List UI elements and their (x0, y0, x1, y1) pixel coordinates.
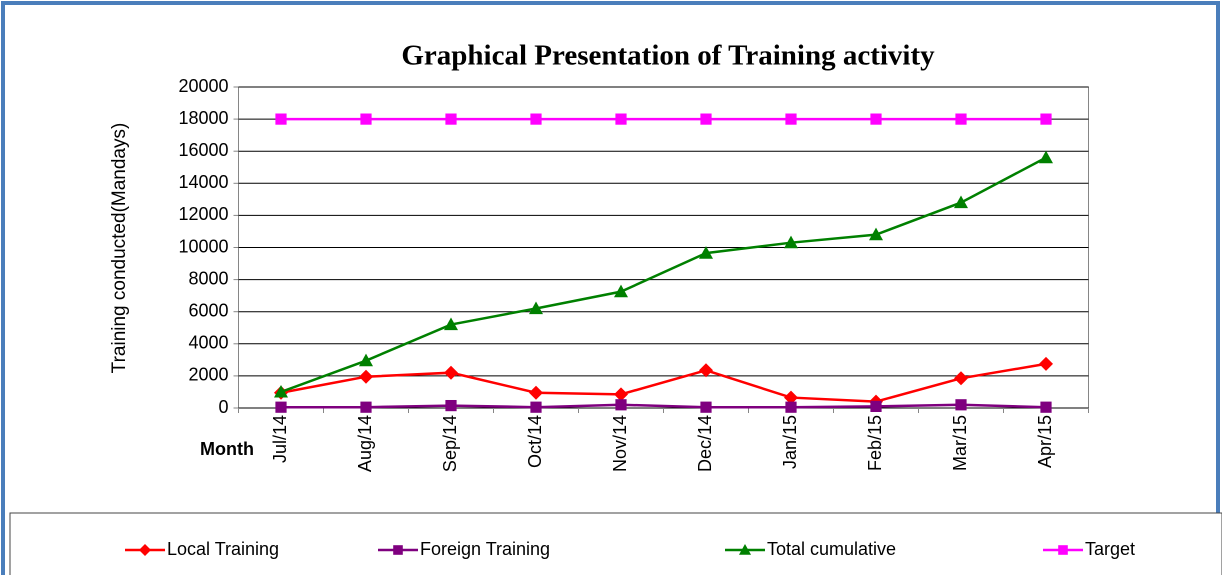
data-point (445, 399, 457, 412)
data-point (1039, 150, 1053, 164)
data-point (530, 113, 542, 125)
data-point (444, 365, 458, 380)
x-tick-label: Jan/15 (780, 415, 800, 469)
series-line (281, 403, 1047, 409)
data-point (1039, 356, 1053, 371)
data-point (954, 371, 968, 386)
y-tick-label: 0 (218, 397, 228, 417)
x-tick-label: Nov/14 (610, 415, 630, 472)
data-point (615, 399, 627, 411)
x-tick-label: Oct/14 (525, 415, 545, 468)
data-point (360, 113, 372, 125)
data-point (870, 400, 882, 412)
x-tick-label: Feb/15 (865, 415, 885, 471)
data-point (700, 113, 712, 125)
data-point (275, 401, 287, 413)
y-tick-label: 12000 (178, 204, 228, 224)
data-point (615, 113, 627, 125)
legend-marker (739, 544, 751, 555)
data-point (699, 363, 713, 378)
legend-label: Foreign Training (420, 539, 550, 559)
y-tick-label: 2000 (188, 365, 228, 385)
x-tick-label: Mar/15 (950, 415, 970, 471)
data-point (955, 113, 967, 125)
x-tick-label: Jul/14 (270, 415, 290, 463)
chart-title: Graphical Presentation of Training activ… (401, 40, 935, 72)
data-point (359, 353, 373, 367)
data-point (699, 246, 713, 259)
y-tick-label: 14000 (178, 172, 228, 192)
x-axis-label: Month (200, 439, 254, 459)
x-tick-label: Aug/14 (355, 415, 375, 472)
y-tick-label: 8000 (188, 268, 228, 288)
y-tick-label: 10000 (178, 236, 228, 256)
y-axis-label: Training conducted(Mandays) (109, 123, 130, 374)
series-line (280, 156, 1047, 394)
data-point (359, 369, 373, 384)
data-point (785, 113, 797, 125)
x-tick-label: Sep/14 (440, 415, 460, 472)
data-point (614, 284, 628, 298)
legend-label: Local Training (167, 539, 279, 559)
data-point (869, 227, 883, 241)
legend-marker (393, 545, 403, 555)
data-point (700, 401, 712, 413)
data-point (530, 401, 542, 413)
y-tick-label: 4000 (188, 333, 228, 353)
x-tick-label: Apr/15 (1035, 415, 1055, 468)
legend-label: Target (1085, 539, 1135, 559)
data-point (444, 317, 458, 331)
y-tick-label: 18000 (178, 108, 228, 128)
data-point (529, 385, 543, 400)
legend-marker (139, 544, 151, 556)
data-point (785, 401, 797, 413)
data-point (274, 384, 288, 398)
series-line (280, 362, 1047, 403)
data-point (614, 387, 628, 402)
data-point (445, 113, 457, 125)
legend-label: Total cumulative (767, 539, 896, 559)
data-point (784, 390, 798, 405)
data-point (275, 113, 287, 125)
y-tick-label: 16000 (178, 140, 228, 160)
data-point (1040, 113, 1052, 125)
y-tick-label: 20000 (178, 76, 228, 96)
x-tick-label: Dec/14 (695, 415, 715, 472)
y-tick-label: 6000 (188, 300, 228, 320)
data-point (955, 399, 967, 411)
data-point (529, 301, 543, 315)
data-point (360, 401, 372, 413)
legend-marker (1058, 545, 1068, 555)
legend-box (9, 512, 1222, 575)
data-point (954, 195, 968, 209)
data-point (784, 235, 798, 249)
data-point (870, 113, 882, 125)
data-point (1040, 401, 1052, 413)
